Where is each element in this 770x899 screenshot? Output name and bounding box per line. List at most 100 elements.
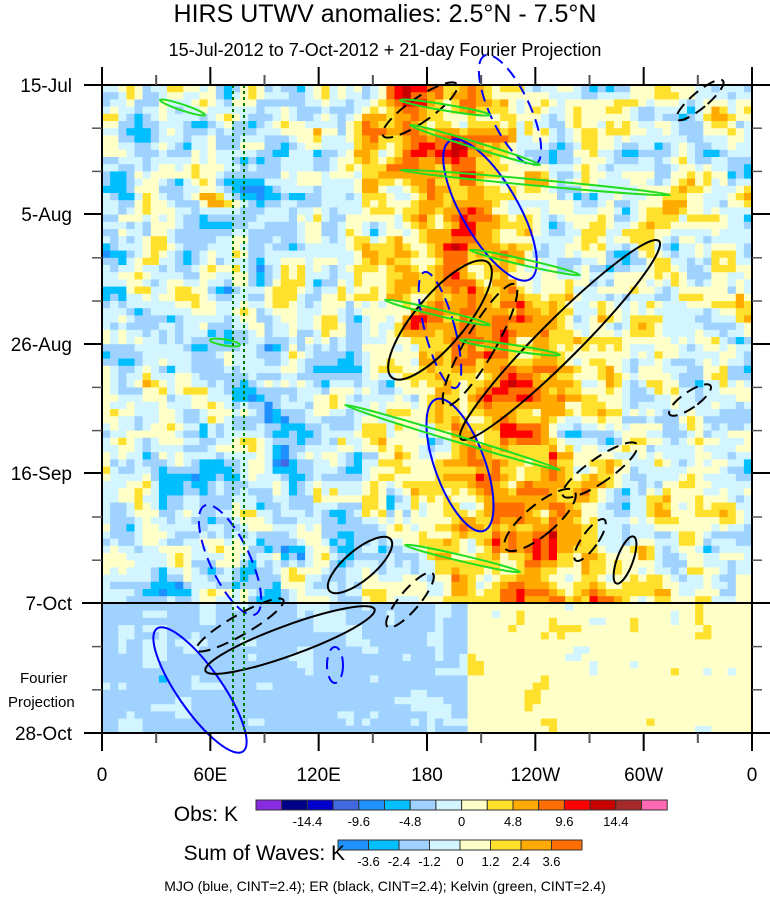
heatmap-cell xyxy=(743,329,753,338)
heatmap-cell xyxy=(321,387,331,396)
heatmap-cell xyxy=(272,121,282,129)
heatmap-cell xyxy=(175,257,184,266)
heatmap-cell xyxy=(735,121,745,129)
heatmap-cell xyxy=(532,229,542,237)
heatmap-cell xyxy=(313,315,322,324)
heatmap-cell xyxy=(427,322,436,331)
heatmap-cell xyxy=(207,517,217,525)
heatmap-cell xyxy=(410,178,420,187)
heatmap-cell xyxy=(687,135,696,144)
heatmap-cell xyxy=(110,99,119,108)
heatmap-cell xyxy=(337,121,347,129)
heatmap-cell xyxy=(467,473,477,482)
heatmap-cell xyxy=(662,430,672,439)
heatmap-cell xyxy=(548,488,558,496)
heatmap-cell xyxy=(345,113,355,122)
heatmap-cell xyxy=(630,121,639,129)
heatmap-cell xyxy=(232,171,241,180)
heatmap-cell xyxy=(459,142,469,151)
heatmap-cell xyxy=(695,502,704,511)
heatmap-cell xyxy=(288,250,298,259)
heatmap-cell xyxy=(589,502,599,511)
heatmap-cell xyxy=(280,286,290,295)
heatmap-cell xyxy=(337,358,347,367)
heatmap-cell xyxy=(240,373,249,381)
heatmap-cell xyxy=(646,272,656,280)
heatmap-cell xyxy=(329,409,339,417)
heatmap-cell xyxy=(394,466,404,475)
heatmap-cell xyxy=(573,193,582,201)
heatmap-cell xyxy=(378,459,387,468)
heatmap-cell xyxy=(687,495,696,504)
heatmap-cell xyxy=(500,394,509,403)
heatmap-cell xyxy=(427,502,436,511)
heatmap-cell xyxy=(613,387,623,396)
heatmap-cell xyxy=(646,286,656,295)
heatmap-cell xyxy=(540,171,550,180)
heatmap-cell xyxy=(386,337,396,345)
heatmap-cell xyxy=(272,265,282,273)
heatmap-cell xyxy=(150,531,160,540)
heatmap-cell xyxy=(451,272,461,280)
heatmap-cell xyxy=(435,157,444,165)
heatmap-cell xyxy=(118,394,127,403)
heatmap-cell xyxy=(102,301,111,309)
heatmap-cell xyxy=(540,106,550,115)
heatmap-cell xyxy=(711,481,721,489)
heatmap-cell xyxy=(711,387,721,396)
heatmap-cell xyxy=(175,380,184,388)
heatmap-cell xyxy=(288,322,298,331)
heatmap-cell xyxy=(687,286,696,295)
heatmap-cell xyxy=(508,185,517,194)
heatmap-cell xyxy=(175,243,184,252)
heatmap-cell xyxy=(410,92,420,100)
heatmap-cell xyxy=(321,157,331,165)
heatmap-cell xyxy=(605,178,615,187)
heatmap-cell xyxy=(719,401,729,410)
heatmap-cell xyxy=(321,531,331,540)
heatmap-cell xyxy=(102,178,111,187)
heatmap-cell xyxy=(199,524,209,532)
heatmap-cell xyxy=(670,279,680,288)
heatmap-cell xyxy=(329,437,339,446)
heatmap-cell xyxy=(451,308,461,316)
heatmap-cell xyxy=(557,286,566,295)
heatmap-cell xyxy=(321,365,331,374)
heatmap-cell xyxy=(500,473,509,482)
heatmap-cell xyxy=(687,236,696,244)
heatmap-cell xyxy=(427,293,436,302)
heatmap-cell xyxy=(102,337,111,345)
heatmap-cell xyxy=(191,257,201,266)
heatmap-cell xyxy=(613,495,623,504)
heatmap-cell xyxy=(622,207,631,216)
heatmap-cell xyxy=(288,387,298,396)
heatmap-cell xyxy=(256,445,266,453)
heatmap-cell xyxy=(329,365,339,374)
heatmap-cell xyxy=(589,113,599,122)
heatmap-cell xyxy=(524,149,534,158)
heatmap-cell xyxy=(727,322,737,331)
heatmap-cell xyxy=(191,92,201,100)
heatmap-cell xyxy=(475,113,485,122)
heatmap-cell xyxy=(150,488,160,496)
heatmap-cell xyxy=(288,401,298,410)
heatmap-cell xyxy=(418,329,428,338)
heatmap-cell xyxy=(175,236,184,244)
heatmap-cell xyxy=(394,85,404,93)
heatmap-cell xyxy=(183,200,192,208)
heatmap-cell xyxy=(305,157,314,165)
heatmap-cell xyxy=(581,171,591,180)
heatmap-cell xyxy=(508,85,517,93)
heatmap-cell xyxy=(313,387,322,396)
heatmap-cell xyxy=(687,214,696,223)
heatmap-cell xyxy=(613,308,623,316)
heatmap-cell xyxy=(548,459,558,468)
heatmap-cell xyxy=(711,99,721,108)
heatmap-cell xyxy=(565,459,574,468)
heatmap-cell xyxy=(353,301,363,309)
heatmap-cell xyxy=(597,286,607,295)
heatmap-cell xyxy=(516,293,526,302)
heatmap-cell xyxy=(175,517,184,525)
heatmap-cell xyxy=(264,365,274,374)
heatmap-cell xyxy=(500,301,509,309)
